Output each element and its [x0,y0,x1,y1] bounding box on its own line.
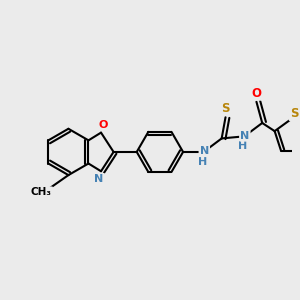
Text: H: H [198,157,207,166]
Text: N: N [240,130,250,140]
Text: O: O [98,120,108,130]
Text: O: O [251,87,261,100]
Text: S: S [290,107,298,120]
Text: S: S [221,102,230,115]
Text: N: N [94,174,104,184]
Text: N: N [200,146,209,156]
Text: CH₃: CH₃ [31,188,52,197]
Text: H: H [238,141,248,151]
